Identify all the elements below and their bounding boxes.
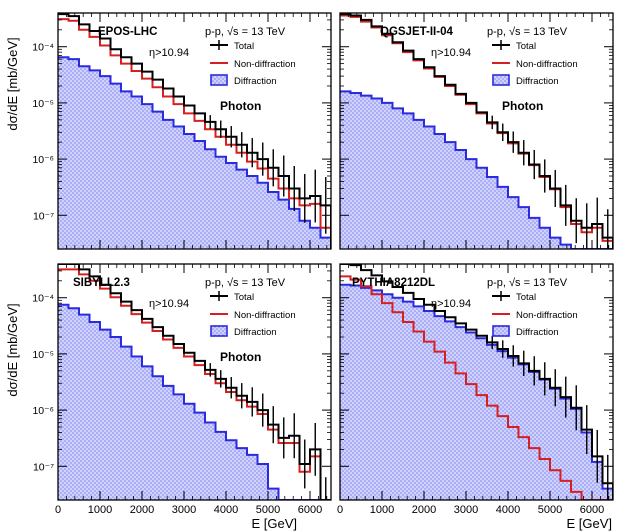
legend-nondiff-label: Non-diffraction: [234, 310, 296, 321]
panel-2: 10⁻⁴ 10⁻⁵ 10⁻⁶ 10⁻⁷ 0 1000 2000 3000 4000 5000 600…: [32, 263, 332, 516]
plot-area: [340, 264, 613, 500]
legend-diff-label: Diffraction: [234, 327, 277, 338]
y-tick-label: 10⁻⁴: [32, 293, 54, 305]
legend-diff-label: Diffraction: [516, 327, 559, 338]
particle-label: Photon: [502, 99, 543, 113]
y-axis-label-top: dσ/dE [mb/GeV]: [5, 37, 20, 130]
plot-area: [340, 13, 613, 249]
legend-nondiff-label: Non-diffraction: [234, 59, 296, 70]
legend-total-label: Total: [516, 41, 536, 52]
panel-frame: [57, 263, 332, 501]
x-tick-label: 0: [337, 504, 343, 516]
y-tick-label: 10⁻⁴: [32, 42, 54, 54]
x-tick-label: 2000: [412, 504, 436, 516]
diffraction-fill: [340, 91, 613, 249]
total-line: [58, 264, 331, 500]
diffraction-line: [58, 56, 331, 249]
total-line: [340, 13, 613, 249]
legend-diff-marker: [492, 325, 510, 337]
diffraction-line: [58, 303, 331, 500]
particle-label: Photon: [220, 350, 261, 364]
y-tick-label: 10⁻⁷: [33, 461, 54, 473]
y-tick-label: 10⁻⁶: [32, 154, 54, 166]
diffraction-line: [340, 90, 613, 249]
panel-3: 0 1000 2000 3000 4000 5000 6000 PYTHIA8212DL p-p…: [337, 263, 614, 516]
diffraction-fill: [58, 304, 331, 500]
panel-frame: [339, 12, 614, 250]
panel-frame: [339, 263, 614, 501]
x-tick-label: 1000: [370, 504, 394, 516]
x-tick-label: 5000: [256, 504, 280, 516]
y-tick-label: 10⁻⁷: [33, 210, 54, 222]
y-tick-label: 10⁻⁵: [32, 349, 54, 361]
eta-cut-label: η>10.94: [149, 47, 189, 59]
legend-total-label: Total: [234, 41, 254, 52]
diffraction-fill: [58, 57, 331, 249]
eta-cut-label: η>10.94: [431, 47, 471, 59]
legend-nondiff-label: Non-diffraction: [516, 59, 578, 70]
x-tick-label: 2000: [130, 504, 154, 516]
x-tick-label: 1000: [88, 504, 112, 516]
x-tick-label: 6000: [298, 504, 322, 516]
x-tick-label: 4000: [496, 504, 520, 516]
legend: Total Non-diffraction Diffraction: [210, 291, 296, 338]
total-line: [340, 264, 613, 500]
panel-0: 10⁻⁴ 10⁻⁵ 10⁻⁶ 10⁻⁷ EPOS-LHC p-p, √s = 13 TeV…: [32, 12, 332, 250]
legend-total-label: Total: [516, 292, 536, 303]
panel-frame: [57, 12, 332, 250]
legend: Total Non-diffraction Diffraction: [492, 291, 578, 338]
x-tick-label: 3000: [172, 504, 196, 516]
plot-area: [58, 13, 331, 249]
legend-diff-label: Diffraction: [516, 76, 559, 87]
panel-1: QGSJET-II-04 p-p, √s = 13 TeV η>10.94 Total…: [339, 12, 614, 250]
legend-nondiff-label: Non-diffraction: [516, 310, 578, 321]
x-tick-label: 4000: [214, 504, 238, 516]
particle-label: Photon: [220, 99, 261, 113]
y-tick-label: 10⁻⁵: [32, 98, 54, 110]
legend-diff-marker: [210, 325, 228, 337]
legend-diff-marker: [492, 74, 510, 86]
model-name: EPOS-LHC: [98, 26, 157, 38]
legend: Total Non-diffraction Diffraction: [492, 40, 578, 87]
collision-label: p-p, √s = 13 TeV: [205, 277, 286, 289]
x-tick-label: 0: [55, 504, 61, 516]
legend-total-label: Total: [234, 292, 254, 303]
total-line: [58, 13, 331, 249]
y-tick-label: 10⁻⁶: [32, 405, 54, 417]
x-axis-label-left: E [GeV]: [251, 516, 297, 531]
model-name: PYTHIA8212DL: [352, 277, 435, 289]
non-diffraction-line: [340, 275, 613, 500]
model-name: SIBYLL2.3: [73, 277, 130, 289]
legend: Total Non-diffraction Diffraction: [210, 40, 296, 87]
plot-area: [58, 264, 331, 500]
eta-cut-label: η>10.94: [149, 298, 189, 310]
collision-label: p-p, √s = 13 TeV: [205, 26, 286, 38]
y-axis-label-bottom: dσ/dE [mb/GeV]: [5, 303, 20, 396]
eta-cut-label: η>10.94: [431, 298, 471, 310]
x-tick-label: 3000: [454, 504, 478, 516]
model-name: QGSJET-II-04: [380, 26, 453, 38]
collision-label: p-p, √s = 13 TeV: [487, 26, 568, 38]
legend-diff-marker: [210, 74, 228, 86]
legend-diff-label: Diffraction: [234, 76, 277, 87]
non-diffraction-line: [58, 18, 331, 249]
x-axis-label-right: E [GeV]: [566, 516, 612, 531]
x-tick-label: 5000: [538, 504, 562, 516]
x-tick-label: 6000: [580, 504, 604, 516]
collision-label: p-p, √s = 13 TeV: [487, 277, 568, 289]
